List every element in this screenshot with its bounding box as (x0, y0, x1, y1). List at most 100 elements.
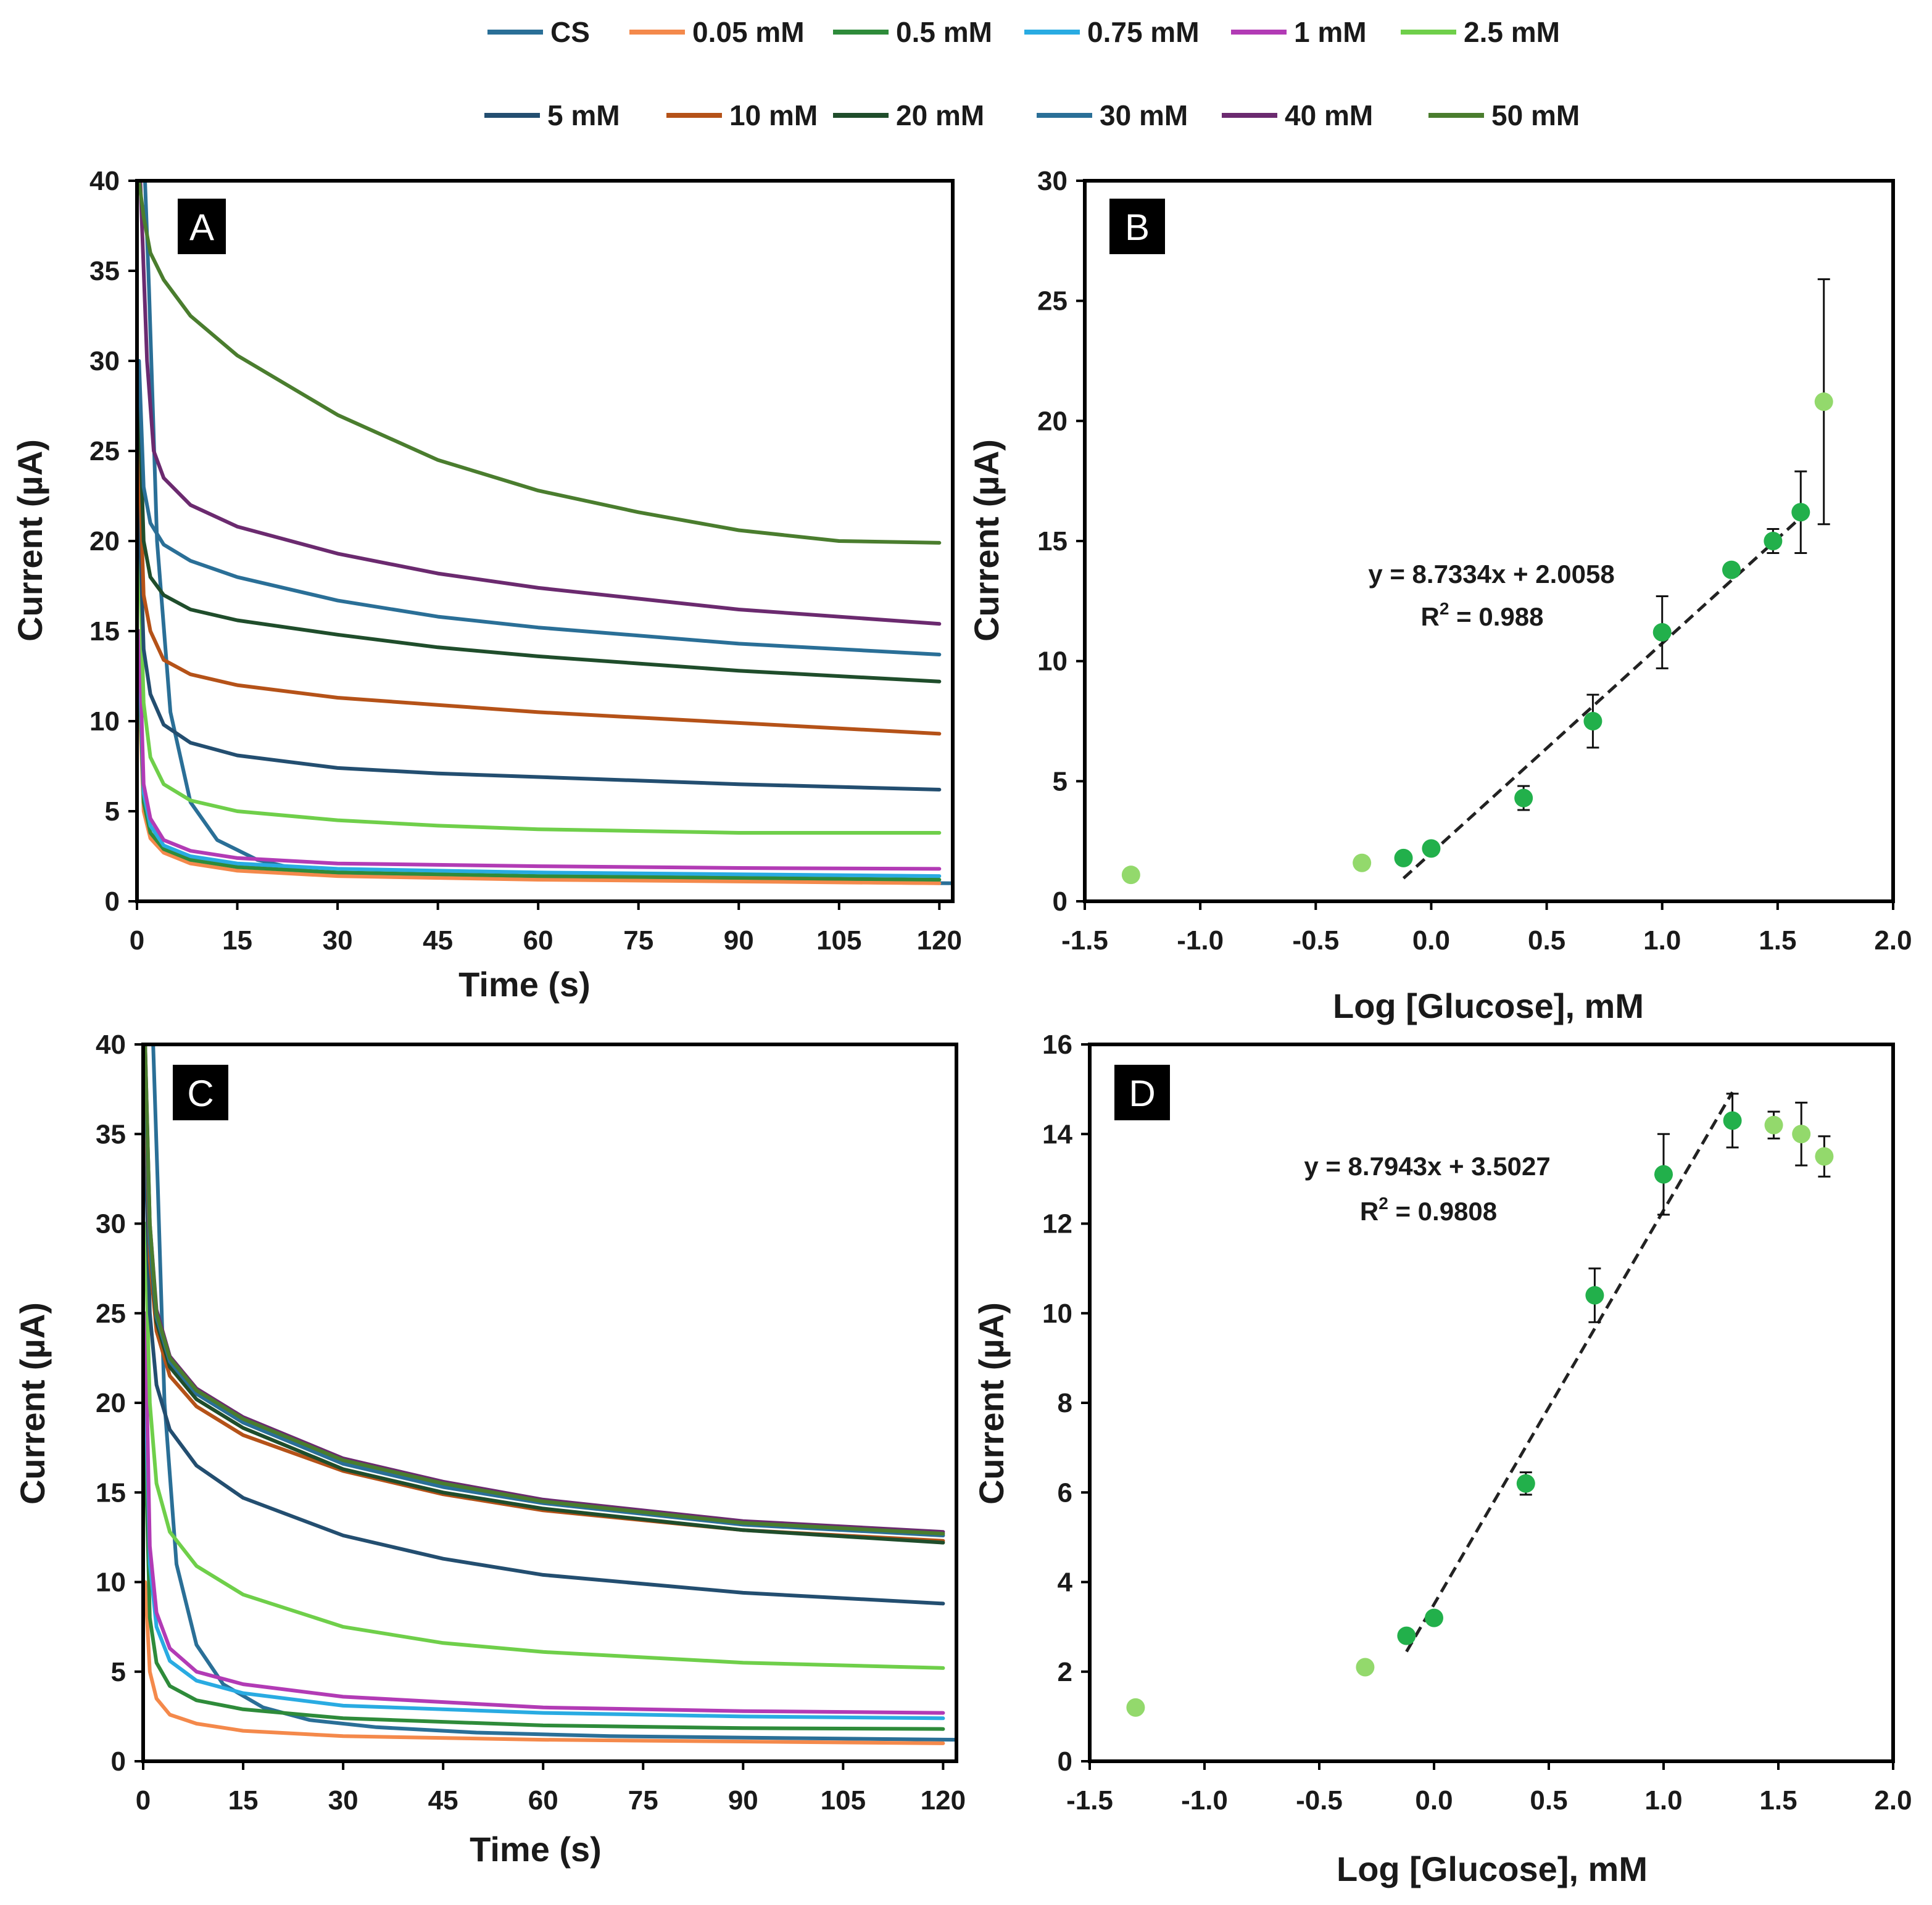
x-tick-label: 90 (724, 925, 754, 956)
panel-b-label-box (1109, 199, 1165, 254)
series-line (143, 1437, 945, 1731)
x-tick-label: 1.5 (1759, 1785, 1797, 1816)
panel-c-xlabel: Time (s) (470, 1830, 602, 1869)
y-tick-label: 30 (1037, 166, 1068, 196)
data-point (1791, 503, 1810, 522)
data-point (1814, 392, 1833, 411)
x-tick-label: 0.5 (1530, 1785, 1567, 1816)
y-tick-label: 0 (1053, 886, 1068, 917)
data-point (1514, 788, 1533, 808)
legend-label: 0.5 mM (896, 16, 992, 48)
panel-b-label: B (1125, 207, 1150, 248)
series-line (143, 1132, 945, 1606)
panel-d-r2-value: = 0.9808 (1388, 1197, 1497, 1226)
panel-a-label: A (189, 207, 214, 248)
x-tick-label: 105 (821, 1785, 866, 1816)
panel-d-xlabel: Log [Glucose], mM (1337, 1849, 1648, 1888)
series-line (143, 1221, 945, 1670)
y-tick-label: 40 (89, 166, 120, 196)
series-line (138, 181, 942, 626)
legend-label: 5 mM (547, 99, 620, 131)
x-tick-label: 60 (528, 1785, 558, 1816)
x-tick-label: 105 (816, 925, 861, 956)
plot-area (1126, 1091, 1834, 1717)
x-tick-label: -0.5 (1292, 925, 1339, 956)
x-tick-label: 0.0 (1412, 925, 1450, 956)
legend: CS 0.05 mM 0.5 mM 0.75 mM 1 mM 2.5 mM 5 mM 10 m… (484, 16, 1580, 131)
x-tick-label: -1.0 (1181, 1785, 1228, 1816)
series-line (137, 539, 942, 835)
x-tick-label: 15 (222, 925, 252, 956)
series-line (151, 1044, 956, 1742)
panel-b-r2-sup: 2 (1440, 599, 1449, 618)
panel-a-label-box (178, 199, 226, 254)
plot-area (1121, 278, 1833, 885)
y-tick-label: 20 (1037, 406, 1068, 436)
x-tick-label: 1.0 (1644, 1785, 1682, 1816)
plot-area (137, 181, 953, 885)
series-line (137, 503, 942, 791)
legend-label: 40 mM (1285, 99, 1373, 131)
x-tick-label: 0.5 (1528, 925, 1565, 956)
series-line (137, 665, 942, 882)
x-tick-label: 75 (623, 925, 653, 956)
data-point (1722, 560, 1741, 579)
panel-b-xlabel: Log [Glucose], mM (1333, 986, 1644, 1025)
y-tick-label: 2 (1058, 1657, 1072, 1687)
y-tick-label: 15 (1037, 526, 1068, 556)
series-line (137, 629, 942, 871)
y-tick-label: 0 (1058, 1746, 1072, 1777)
panel-c-label-box (173, 1065, 228, 1120)
panel-b-r2: R2 = 0.988 (1421, 599, 1544, 631)
x-tick-label: 90 (728, 1785, 758, 1816)
legend-label: CS (550, 16, 590, 48)
series-line (137, 395, 942, 684)
data-point (1356, 1658, 1375, 1677)
data-point (1764, 532, 1783, 550)
y-tick-label: 6 (1058, 1477, 1072, 1508)
data-point (1397, 1626, 1416, 1645)
y-tick-label: 20 (89, 526, 120, 556)
panel-a-ylabel: Current (µA) (10, 439, 49, 642)
y-tick-label: 35 (89, 256, 120, 286)
data-point (1422, 839, 1441, 858)
y-tick-label: 15 (96, 1477, 126, 1508)
plot-frame (141, 1043, 958, 1763)
y-tick-label: 25 (96, 1299, 126, 1329)
y-tick-label: 12 (1042, 1209, 1072, 1239)
series-line (143, 1044, 945, 1536)
y-tick-label: 30 (89, 346, 120, 376)
y-tick-label: 5 (1053, 766, 1068, 796)
data-point (1792, 1125, 1811, 1144)
plot-area (143, 1044, 956, 1745)
series-line (143, 1311, 945, 1715)
panel-c-chart: 0 5 10 15 20 25 30 35 40 0 15 30 45 60 75 90 105 120 Time… (13, 1030, 966, 1869)
plot-frame (1088, 1043, 1895, 1763)
panel-b-r2-label: R (1421, 602, 1440, 631)
x-tick-label: 45 (428, 1785, 458, 1816)
x-tick-label: 75 (628, 1785, 658, 1816)
x-tick-label: 0 (130, 925, 144, 956)
legend-label: 0.75 mM (1087, 16, 1200, 48)
y-tick-label: 5 (111, 1657, 126, 1687)
fit-line (1405, 1091, 1734, 1653)
y-tick-label: 16 (1042, 1030, 1072, 1060)
panel-b-equation: y = 8.7334x + 2.0058 (1368, 560, 1614, 589)
y-tick-label: 0 (105, 886, 120, 917)
y-tick-label: 10 (1037, 647, 1068, 677)
data-point (1654, 1165, 1673, 1184)
x-tick-label: -0.5 (1296, 1785, 1343, 1816)
x-tick-label: 15 (228, 1785, 259, 1816)
panel-c-label: C (187, 1073, 214, 1114)
panel-a-xlabel: Time (s) (458, 965, 591, 1004)
series-line (137, 181, 942, 545)
panel-d-equation: y = 8.7943x + 3.5027 (1304, 1152, 1550, 1181)
data-point (1121, 866, 1140, 885)
y-tick-label: 10 (96, 1568, 126, 1598)
series-line (137, 359, 942, 656)
series-line (137, 683, 942, 885)
y-tick-label: 14 (1042, 1119, 1072, 1149)
data-point (1353, 853, 1372, 872)
x-tick-label: -1.0 (1177, 925, 1224, 956)
panel-a-chart: 0 5 10 15 20 25 30 35 40 0 15 30 45 60 75 90 105 120 Time… (10, 166, 962, 1004)
